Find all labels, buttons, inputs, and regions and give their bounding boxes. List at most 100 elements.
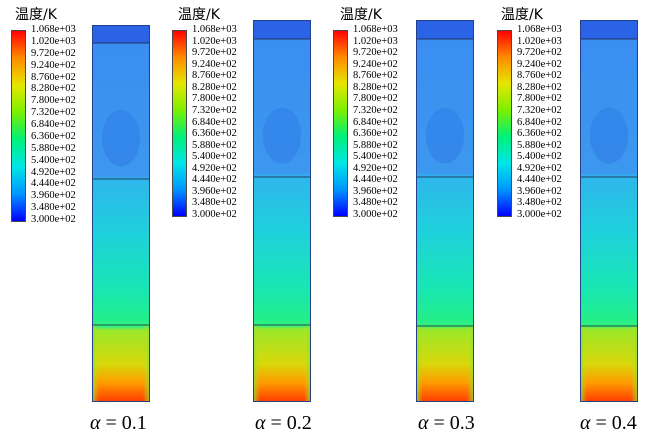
alpha-value: = 0.2 [265, 412, 312, 434]
colorbar-tick-label: 9.720e+02 [192, 47, 237, 59]
colorbar-tick-label: 5.880e+02 [517, 139, 562, 151]
colorbar-tick-label: 6.840e+02 [353, 116, 398, 128]
colorbar-tick-label: 9.720e+02 [353, 47, 398, 59]
colorbar-tick-label: 5.400e+02 [192, 151, 237, 163]
colorbar-tick-label: 1.068e+03 [31, 24, 76, 35]
colorbar-tick-label: 9.240e+02 [517, 58, 562, 70]
colorbar-tick-label: 1.020e+03 [517, 35, 562, 47]
alpha-value: = 0.1 [100, 412, 147, 434]
alpha-value-label: α = 0.2 [255, 412, 312, 435]
colorbar-tick-label: 6.840e+02 [192, 116, 237, 128]
colorbar-tick-label: 8.280e+02 [353, 81, 398, 93]
colorbar-tick-label: 3.000e+02 [192, 209, 237, 220]
colorbar-tick-label: 8.760e+02 [353, 70, 398, 82]
cold-plume [589, 107, 629, 164]
colorbar-tick-label: 7.800e+02 [517, 93, 562, 105]
colorbar-tick-label: 1.068e+03 [517, 24, 562, 35]
inlet-region [416, 20, 474, 39]
colorbar-tick-label: 5.880e+02 [31, 142, 76, 154]
furnace-temperature-contour [580, 20, 638, 402]
colorbar-tick-label: 3.960e+02 [517, 185, 562, 197]
colorbar-tick-label: 3.480e+02 [517, 197, 562, 209]
inlet-region [92, 25, 150, 43]
column-outline [580, 20, 638, 402]
colorbar-tick-label: 3.480e+02 [353, 197, 398, 209]
colorbar-tick-label: 4.920e+02 [353, 162, 398, 174]
colorbar-tick-label: 7.320e+02 [517, 104, 562, 116]
temperature-colorbar [497, 30, 512, 217]
colorbar-tick-label: 3.000e+02 [353, 209, 398, 220]
colorbar-tick-label: 8.760e+02 [31, 71, 76, 83]
legend-title: 温度/K [178, 7, 220, 23]
inlet-region [580, 20, 638, 39]
colorbar-tick-label: 1.020e+03 [31, 35, 76, 47]
alpha-value-label: α = 0.3 [418, 412, 475, 435]
colorbar-tick-label: 1.020e+03 [353, 35, 398, 47]
colorbar-tick-label: 3.000e+02 [31, 214, 76, 225]
temperature-colorbar [172, 30, 187, 217]
furnace-temperature-contour [416, 20, 474, 402]
colorbar-tick-label: 9.720e+02 [31, 47, 76, 59]
colorbar-tick-label: 7.800e+02 [192, 93, 237, 105]
colorbar-tick-label: 6.360e+02 [517, 128, 562, 140]
colorbar-tick-label: 7.320e+02 [31, 107, 76, 119]
column-outline [253, 20, 311, 402]
colorbar-tick-label: 8.760e+02 [192, 70, 237, 82]
alpha-value: = 0.3 [428, 412, 475, 434]
alpha-symbol: α [90, 412, 101, 434]
colorbar-tick-label: 4.920e+02 [192, 162, 237, 174]
colorbar-tick-label: 5.880e+02 [353, 139, 398, 151]
colorbar-tick-label: 3.960e+02 [192, 185, 237, 197]
colorbar-tick-label: 5.400e+02 [517, 151, 562, 163]
colorbar-tick-label: 9.240e+02 [192, 58, 237, 70]
colorbar-tick-label: 8.760e+02 [517, 70, 562, 82]
inlet-region [253, 20, 311, 39]
cold-plume [262, 107, 302, 164]
colorbar-tick-label: 9.240e+02 [31, 59, 76, 71]
column-outline [416, 20, 474, 402]
furnace-temperature-contour [92, 25, 150, 402]
colorbar-tick-label: 4.440e+02 [31, 178, 76, 190]
colorbar-tick-label: 5.400e+02 [31, 154, 76, 166]
colorbar-tick-label: 6.840e+02 [31, 119, 76, 130]
colorbar-tick-label: 4.920e+02 [517, 162, 562, 174]
colorbar-tick-label: 6.840e+02 [517, 116, 562, 128]
cold-plume [101, 110, 141, 167]
column-outline [92, 25, 150, 402]
legend-title: 温度/K [15, 7, 57, 23]
legend-title: 温度/K [501, 7, 543, 23]
colorbar-tick-label: 4.920e+02 [31, 166, 76, 178]
alpha-symbol: α [418, 412, 429, 434]
colorbar-tick-label: 4.440e+02 [192, 174, 237, 186]
colorbar-tick-label: 3.960e+02 [31, 190, 76, 202]
temperature-colorbar [333, 30, 348, 217]
colorbar-tick-label: 1.068e+03 [353, 24, 398, 35]
colorbar-tick-label: 7.320e+02 [353, 104, 398, 116]
temperature-colorbar [11, 30, 26, 222]
colorbar-tick-label: 8.280e+02 [192, 81, 237, 93]
colorbar-tick-label: 6.360e+02 [192, 128, 237, 140]
cold-plume [425, 107, 465, 164]
colorbar-tick-label: 7.320e+02 [192, 104, 237, 116]
colorbar-tick-label: 7.800e+02 [31, 95, 76, 107]
colorbar-tick-label: 3.480e+02 [192, 197, 237, 209]
alpha-value: = 0.4 [590, 412, 637, 434]
alpha-symbol: α [580, 412, 591, 434]
colorbar-tick-label: 7.800e+02 [353, 93, 398, 105]
alpha-symbol: α [255, 412, 266, 434]
colorbar-tick-label: 8.280e+02 [31, 83, 76, 95]
colorbar-tick-label: 4.440e+02 [353, 174, 398, 186]
colorbar-tick-label: 6.360e+02 [31, 130, 76, 142]
colorbar-tick-label: 3.000e+02 [517, 209, 562, 220]
colorbar-tick-label: 1.020e+03 [192, 35, 237, 47]
legend-title: 温度/K [340, 7, 382, 23]
colorbar-tick-label: 5.880e+02 [192, 139, 237, 151]
alpha-value-label: α = 0.1 [90, 412, 147, 435]
colorbar-tick-label: 6.360e+02 [353, 128, 398, 140]
colorbar-tick-label: 4.440e+02 [517, 174, 562, 186]
colorbar-tick-label: 3.960e+02 [353, 185, 398, 197]
colorbar-tick-label: 3.480e+02 [31, 202, 76, 214]
colorbar-tick-label: 8.280e+02 [517, 81, 562, 93]
colorbar-tick-label: 1.068e+03 [192, 24, 237, 35]
alpha-value-label: α = 0.4 [580, 412, 637, 435]
